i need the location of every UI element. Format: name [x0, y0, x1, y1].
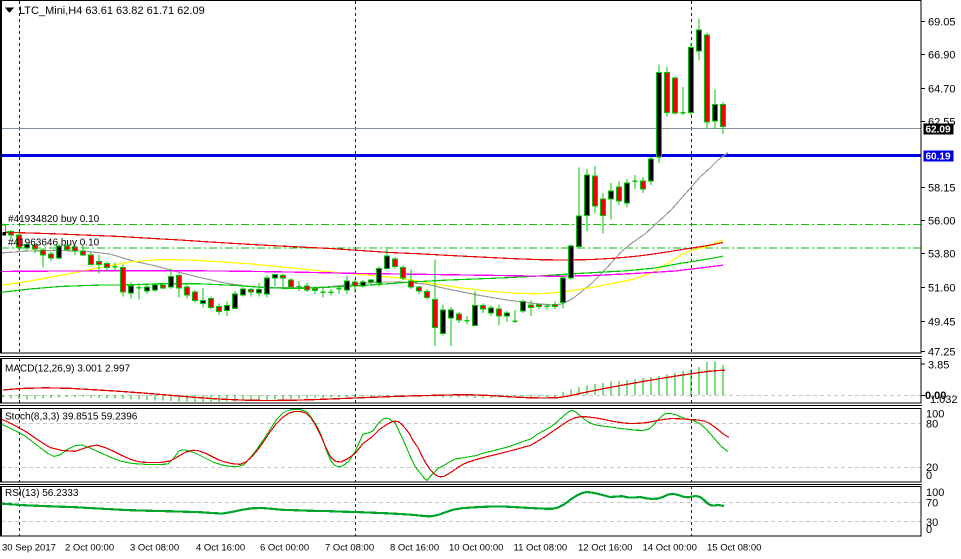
svg-text:3.85: 3.85: [928, 360, 949, 372]
svg-text:0: 0: [926, 470, 932, 482]
svg-text:7 Oct 08:00: 7 Oct 08:00: [325, 543, 374, 554]
svg-text:Stoch(8,3,3) 39.8515 59.2396: Stoch(8,3,3) 39.8515 59.2396: [5, 412, 138, 423]
svg-text:56.00: 56.00: [928, 216, 956, 228]
svg-text:100: 100: [926, 487, 944, 499]
svg-text:0: 0: [926, 524, 932, 536]
svg-text:30 Sep 2017: 30 Sep 2017: [2, 543, 56, 554]
svg-text:11 Oct 08:00: 11 Oct 08:00: [514, 543, 568, 554]
svg-text:2 Oct 00:00: 2 Oct 00:00: [65, 543, 114, 554]
svg-text:#41934820 buy 0.10: #41934820 buy 0.10: [8, 214, 100, 225]
svg-text:1.032: 1.032: [930, 394, 958, 406]
svg-text:66.90: 66.90: [928, 50, 956, 62]
svg-text:49.45: 49.45: [928, 317, 956, 329]
svg-text:51.60: 51.60: [928, 283, 956, 295]
svg-text:14 Oct 00:00: 14 Oct 00:00: [643, 543, 697, 554]
svg-text:64.70: 64.70: [928, 84, 956, 96]
svg-text:53.80: 53.80: [928, 249, 956, 261]
svg-text:6 Oct 00:00: 6 Oct 00:00: [260, 543, 309, 554]
svg-text:30: 30: [926, 517, 938, 529]
svg-text:12 Oct 16:00: 12 Oct 16:00: [578, 543, 632, 554]
svg-text:3 Oct 08:00: 3 Oct 08:00: [130, 543, 179, 554]
svg-text:RSI(13) 56.2333: RSI(13) 56.2333: [5, 488, 79, 499]
svg-text:4 Oct 16:00: 4 Oct 16:00: [196, 543, 245, 554]
svg-text:80: 80: [926, 419, 938, 431]
svg-text:8 Oct 16:00: 8 Oct 16:00: [390, 543, 439, 554]
svg-text:10 Oct 00:00: 10 Oct 00:00: [449, 543, 503, 554]
svg-text:15 Oct 08:00: 15 Oct 08:00: [707, 543, 761, 554]
svg-text:MACD(12,26,9) 3.001 2.997: MACD(12,26,9) 3.001 2.997: [5, 364, 131, 375]
svg-text:70: 70: [926, 497, 938, 509]
svg-text:58.15: 58.15: [928, 183, 956, 195]
svg-text:LTC_Mini,H4 63.61 63.82 61.71: LTC_Mini,H4 63.61 63.82 61.71 62.09: [19, 5, 205, 17]
svg-text:60.19: 60.19: [926, 152, 951, 163]
svg-text:20: 20: [926, 462, 938, 474]
svg-text:47.25: 47.25: [928, 347, 956, 359]
svg-text:0.00: 0.00: [925, 390, 946, 402]
svg-text:#41963646 buy 0.10: #41963646 buy 0.10: [8, 238, 100, 249]
svg-text:69.05: 69.05: [928, 17, 956, 29]
svg-text:100: 100: [926, 409, 944, 421]
svg-text:62.09: 62.09: [926, 125, 951, 136]
